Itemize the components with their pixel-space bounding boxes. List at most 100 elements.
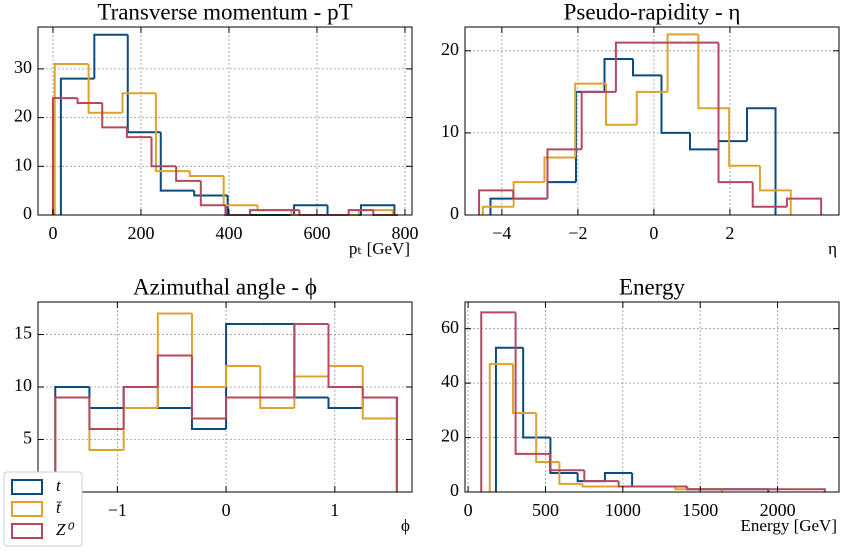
chart-title: Transverse momentum - pT: [97, 0, 352, 24]
legend-label: Z⁰: [56, 520, 74, 539]
y-tick-label: 15: [14, 323, 32, 343]
histogram-step: [751, 182, 787, 208]
y-tick-label: 0: [23, 203, 32, 223]
histogram-step: [728, 108, 760, 167]
histogram-step: [293, 323, 329, 398]
histogram-step: [87, 64, 123, 114]
histogram-step: [785, 197, 823, 215]
histogram-step: [489, 197, 519, 215]
histogram-step: [574, 82, 607, 158]
y-tick-label: 0: [450, 480, 459, 500]
histogram-step: [327, 324, 363, 389]
histogram-step: [51, 97, 78, 215]
histogram-step: [188, 171, 224, 178]
histogram-step: [125, 127, 152, 139]
histogram-step: [190, 355, 227, 420]
histogram-step: [603, 58, 633, 92]
legend-swatch: [11, 479, 43, 495]
histogram-step: [88, 387, 124, 410]
y-tick-label: 10: [14, 154, 32, 174]
chart-title: Pseudo-rapidity - η: [564, 0, 741, 24]
histogram-step: [190, 313, 227, 389]
histogram-step: [480, 311, 516, 492]
histogram-step: [54, 396, 90, 492]
subplot: −101051015Azimuthal angle - ϕϕ: [14, 274, 413, 535]
chart-title: Azimuthal angle - ϕ: [133, 274, 317, 299]
histogram-step: [199, 180, 226, 207]
x-tick-label: 2: [725, 223, 734, 243]
histogram-step: [717, 42, 753, 184]
histogram-step: [327, 397, 363, 410]
x-tick-label: 0: [649, 223, 658, 243]
histogram-step: [293, 324, 329, 399]
x-tick-label: 0: [464, 500, 473, 520]
histogram-step: [481, 205, 514, 215]
histogram-step: [488, 363, 513, 492]
histogram-step: [159, 132, 195, 192]
histogram-step: [631, 472, 660, 488]
legend-swatch: [11, 523, 43, 539]
histogram-step: [156, 312, 192, 409]
histogram-step: [122, 386, 158, 409]
histogram-step: [686, 486, 722, 491]
x-tick-label: −2: [568, 223, 587, 243]
legend: t t̄ Z⁰: [3, 471, 83, 547]
x-tick-label: 400: [215, 223, 242, 243]
x-tick-label: 500: [532, 500, 559, 520]
histogram-step: [88, 397, 124, 452]
histogram-step: [249, 209, 275, 215]
histogram-step: [175, 166, 201, 182]
axes-frame: [37, 301, 413, 493]
histogram-step: [543, 156, 576, 183]
histogram-step: [617, 481, 654, 488]
x-axis-label: ϕ: [401, 516, 410, 535]
histogram-step: [122, 407, 158, 451]
histogram-step: [156, 354, 192, 388]
histogram-step: [225, 365, 261, 388]
histogram-step: [631, 59, 662, 77]
axes-frame: [464, 301, 840, 493]
x-tick-label: 1000: [605, 500, 641, 520]
histogram-step: [225, 323, 261, 430]
histogram-step: [666, 33, 699, 92]
histogram-step: [689, 132, 719, 151]
y-tick-label: 0: [450, 203, 459, 223]
axes-frame: [464, 26, 840, 216]
histogram-step: [603, 471, 633, 482]
histogram-step: [790, 488, 826, 492]
histogram-step: [347, 209, 374, 215]
y-tick-label: 20: [14, 106, 32, 126]
histogram-step: [478, 189, 514, 215]
histogram-step: [511, 364, 537, 415]
histogram-step: [156, 387, 192, 410]
histogram-step: [122, 386, 158, 430]
histogram-step: [293, 204, 328, 215]
histogram-step: [361, 396, 398, 492]
y-tick-label: 40: [441, 371, 459, 391]
histogram-step: [193, 190, 228, 197]
histogram-step: [59, 77, 95, 215]
histogram-step: [614, 41, 651, 92]
x-axis-label: η: [828, 239, 837, 258]
subplot: 0 200 400 600 800 0 10 20 30 Transverse momentum …: [14, 0, 418, 258]
chart-title: Energy: [619, 274, 686, 299]
x-tick-label: 600: [303, 223, 330, 243]
histogram-step: [746, 107, 777, 215]
x-tick-label: 800: [391, 223, 418, 243]
histogram-step: [150, 137, 177, 168]
y-tick-label: 20: [441, 39, 459, 59]
histogram-step: [298, 210, 324, 216]
histogram-step: [580, 90, 616, 150]
x-axis-label: Energy [GeV]: [741, 516, 837, 535]
histogram-step: [93, 33, 128, 79]
histogram-step: [293, 375, 329, 409]
x-tick-label: 200: [127, 223, 154, 243]
histogram-step: [88, 397, 124, 431]
y-tick-label: 10: [441, 121, 459, 141]
histogram-step: [574, 90, 605, 183]
axes-frame: [37, 26, 413, 216]
x-tick-label: 1: [330, 500, 339, 520]
histogram-step: [605, 83, 637, 126]
y-tick-label: 60: [441, 317, 459, 337]
